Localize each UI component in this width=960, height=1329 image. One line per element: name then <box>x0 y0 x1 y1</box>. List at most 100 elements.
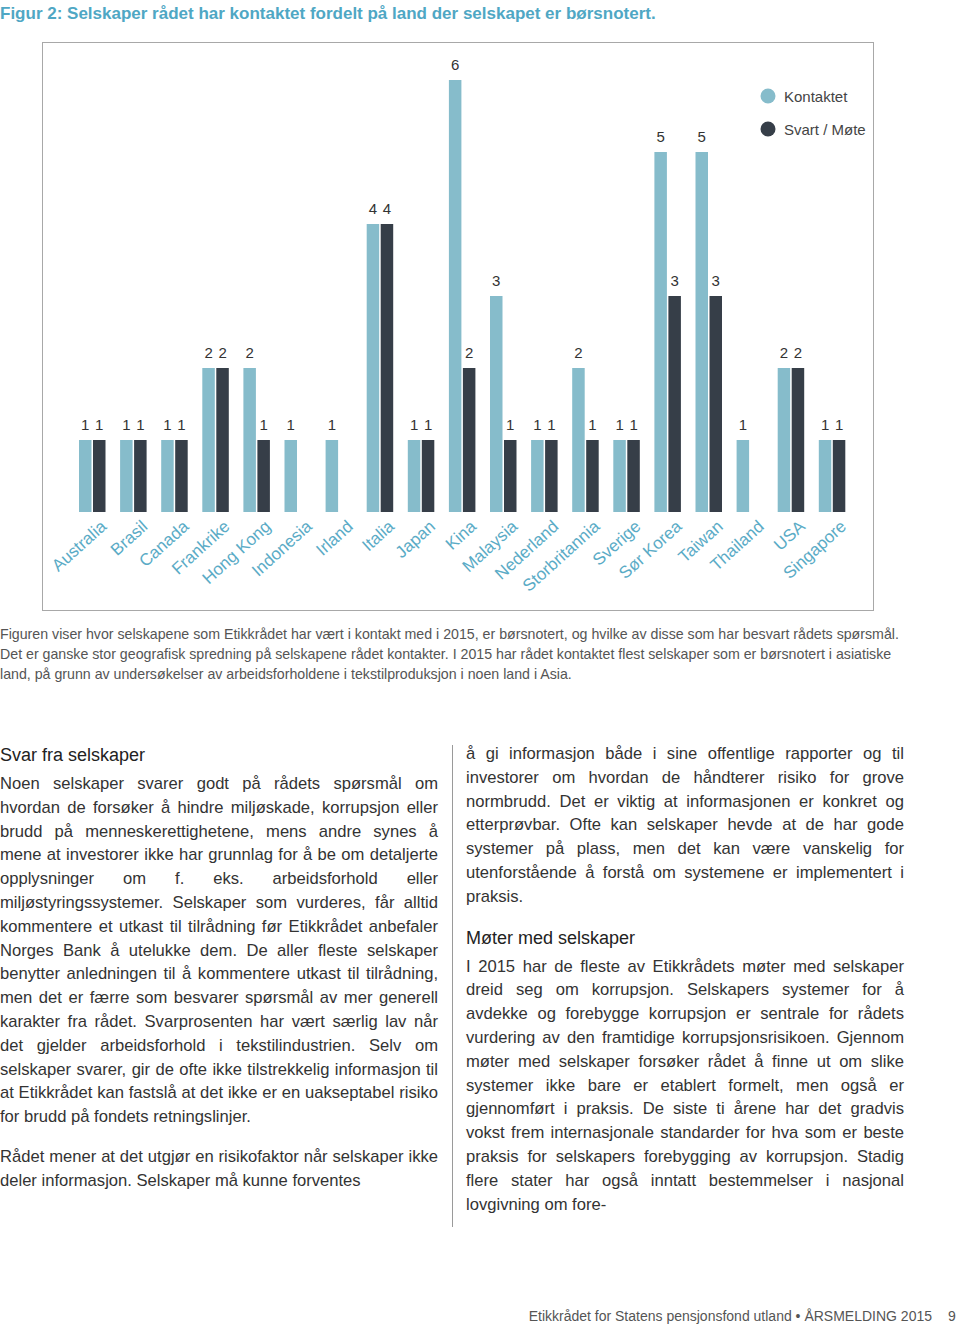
bar <box>696 152 709 512</box>
data-label: 1 <box>835 416 843 433</box>
data-labels: 11122114163121551211112141211113321 <box>81 56 843 433</box>
data-label: 4 <box>369 200 377 217</box>
bar <box>285 440 298 512</box>
data-label: 4 <box>383 200 391 217</box>
x-axis-labels: AustraliaBrasilCanadaFrankrikeHong KongI… <box>48 516 850 595</box>
legend-swatch <box>761 89 776 104</box>
data-label: 1 <box>821 416 829 433</box>
bar <box>422 440 435 512</box>
data-label: 1 <box>739 416 747 433</box>
bar <box>79 440 92 512</box>
bar <box>408 440 421 512</box>
bar <box>531 440 544 512</box>
page-number: 9 <box>948 1308 956 1324</box>
data-label: 2 <box>204 344 212 361</box>
data-label: 2 <box>780 344 788 361</box>
data-label: 1 <box>410 416 418 433</box>
bar <box>161 440 174 512</box>
bars <box>79 80 845 512</box>
bar <box>120 440 133 512</box>
data-label: 3 <box>670 272 678 289</box>
data-label: 1 <box>547 416 555 433</box>
bar <box>737 440 750 512</box>
category-label: Indonesia <box>248 516 316 580</box>
legend: Kontaktet Svart / Møte <box>761 88 866 138</box>
bar <box>504 440 517 512</box>
paragraph: Rådet mener at det utgjør en risikofakto… <box>0 1145 438 1193</box>
category-label: Australia <box>48 516 110 575</box>
bar <box>778 368 791 512</box>
data-label: 1 <box>533 416 541 433</box>
bar <box>627 440 640 512</box>
bar <box>243 368 256 512</box>
paragraph: Noen selskaper svarer godt på rådets spø… <box>0 772 438 1129</box>
data-label: 3 <box>712 272 720 289</box>
bar <box>668 296 681 512</box>
chart: 11122114163121551211112141211113321Austr… <box>0 0 960 615</box>
figure-title: Figur 2: Selskaper rådet har kontaktet f… <box>0 4 656 24</box>
bar <box>367 224 380 512</box>
bar <box>545 440 558 512</box>
paragraph: å gi informasjon både i sine offentlige … <box>466 742 904 909</box>
bar <box>216 368 229 512</box>
bar <box>572 368 585 512</box>
category-label: Irland <box>312 517 356 560</box>
bar <box>613 440 626 512</box>
data-label: 1 <box>81 416 89 433</box>
data-label: 5 <box>656 128 664 145</box>
data-label: 3 <box>492 272 500 289</box>
data-label: 1 <box>122 416 130 433</box>
bar <box>257 440 270 512</box>
bar <box>175 440 188 512</box>
data-label: 1 <box>177 416 185 433</box>
footer: Etikkrådet for Statens pensjonsfond utla… <box>529 1308 932 1324</box>
bar <box>654 152 667 512</box>
data-label: 1 <box>163 416 171 433</box>
legend-label: Kontaktet <box>784 88 848 105</box>
data-label: 1 <box>615 416 623 433</box>
bar <box>463 368 476 512</box>
bar <box>202 368 215 512</box>
category-label: Thailand <box>707 517 768 575</box>
data-label: 1 <box>629 416 637 433</box>
data-label: 1 <box>287 416 295 433</box>
bar <box>710 296 723 512</box>
bar <box>792 368 805 512</box>
legend-label: Svart / Møte <box>784 121 866 138</box>
bar <box>449 80 462 512</box>
data-label: 1 <box>328 416 336 433</box>
bar <box>93 440 106 512</box>
plot-frame <box>43 43 874 611</box>
section-heading: Møter med selskaper <box>466 925 904 951</box>
data-label: 2 <box>794 344 802 361</box>
data-label: 1 <box>95 416 103 433</box>
data-label: 2 <box>574 344 582 361</box>
legend-swatch <box>761 122 776 137</box>
section-heading: Svar fra selskaper <box>0 742 438 768</box>
category-label: Singapore <box>780 517 850 583</box>
data-label: 2 <box>465 344 473 361</box>
bar <box>833 440 846 512</box>
bar <box>819 440 832 512</box>
bar <box>586 440 599 512</box>
bar <box>490 296 503 512</box>
column-divider <box>452 745 453 1227</box>
data-label: 1 <box>424 416 432 433</box>
data-label: 1 <box>259 416 267 433</box>
data-label: 6 <box>451 56 459 73</box>
data-label: 5 <box>698 128 706 145</box>
data-label: 1 <box>588 416 596 433</box>
caption: Figuren viser hvor selskapene som Etikkr… <box>0 624 912 684</box>
bar <box>134 440 147 512</box>
data-label: 1 <box>506 416 514 433</box>
data-label: 1 <box>136 416 144 433</box>
category-label: Sør Korea <box>615 516 686 582</box>
paragraph: I 2015 har de fleste av Etikkrådets møte… <box>466 955 904 1217</box>
category-label: Japan <box>392 517 439 562</box>
text-column: å gi informasjon både i sine offentlige … <box>466 742 904 1232</box>
data-label: 2 <box>218 344 226 361</box>
bar <box>326 440 339 512</box>
text-column: Svar fra selskaper Noen selskaper svarer … <box>0 742 438 1209</box>
data-label: 2 <box>245 344 253 361</box>
bar <box>381 224 394 512</box>
